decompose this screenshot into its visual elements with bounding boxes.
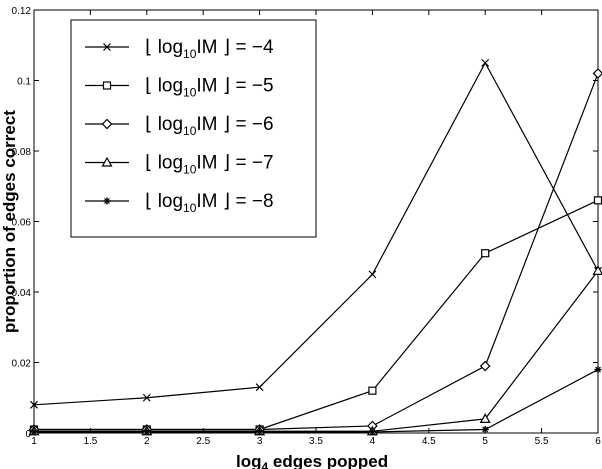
legend-entry-post: IM ⌋ = −5 xyxy=(196,76,273,97)
y-tick-label: 0 xyxy=(25,429,31,440)
series-3-point xyxy=(479,360,491,372)
legend-entry-sub: 10 xyxy=(183,47,197,61)
legend-entry-post: IM ⌋ = −8 xyxy=(196,191,273,212)
y-tick-label: 0.02 xyxy=(12,359,32,370)
legend-marker-5 xyxy=(103,197,111,205)
x-tick-label: 1 xyxy=(31,436,37,447)
series-1-point xyxy=(481,58,490,67)
x-axis-label-sub: 4 xyxy=(262,460,269,469)
series-line-1 xyxy=(33,61,599,406)
legend-marker-1 xyxy=(103,43,111,51)
x-tick-label: 2 xyxy=(144,436,150,447)
x-tick-label: 4 xyxy=(370,436,376,447)
legend: ⌊ log10IM ⌋ = −4⌊ log10IM ⌋ = −5⌊ log10I… xyxy=(70,19,317,238)
legend-entry-sub: 10 xyxy=(183,201,197,215)
legend-entry-3: ⌊ log10IM ⌋ = −6 xyxy=(145,114,274,138)
series-5-point xyxy=(143,428,151,436)
legend-entry-sub: 10 xyxy=(183,124,197,138)
legend-entry-5: ⌊ log10IM ⌋ = −8 xyxy=(145,191,274,215)
x-tick-label: 3 xyxy=(257,436,263,447)
legend-entry-post: IM ⌋ = −7 xyxy=(196,153,273,174)
series-1-point xyxy=(368,270,377,279)
legend-marker-2 xyxy=(102,81,112,90)
series-2-point xyxy=(593,196,602,205)
series-5-point xyxy=(368,428,376,436)
series-2-point xyxy=(481,249,490,258)
x-axis-label: log4 edges popped xyxy=(236,452,388,469)
series-1-point xyxy=(30,400,38,409)
series-4-point xyxy=(592,265,602,275)
x-tick-label: 4.5 xyxy=(422,436,436,447)
series-line-5 xyxy=(34,369,599,433)
legend-entry-post: IM ⌋ = −6 xyxy=(196,114,273,135)
legend-entry-pre: ⌊ log xyxy=(145,191,183,212)
legend-marker-4 xyxy=(101,156,113,167)
x-tick-label: 2.5 xyxy=(196,436,210,447)
y-tick-label: 0.04 xyxy=(12,288,32,299)
series-1-point xyxy=(255,383,264,392)
x-tick-label: 5 xyxy=(482,436,488,447)
series-line-3 xyxy=(34,73,599,431)
series-5-point xyxy=(30,428,38,436)
legend-entry-sub: 10 xyxy=(183,86,197,100)
legend-entry-pre: ⌊ log xyxy=(145,37,183,58)
x-tick-label: 3.5 xyxy=(309,436,323,447)
x-axis-label-rest: edges popped xyxy=(268,452,388,469)
series-layer xyxy=(28,58,602,436)
series-4-point xyxy=(479,413,491,423)
y-tick-label: 0.1 xyxy=(17,77,31,88)
x-tick-label: 1.5 xyxy=(83,436,97,447)
series-line-4 xyxy=(34,270,599,432)
y-tick-label: 0.12 xyxy=(12,6,32,17)
legend-entry-pre: ⌊ log xyxy=(145,76,183,97)
series-2-point xyxy=(368,386,377,395)
x-axis-label-main: log xyxy=(236,452,262,469)
series-5-point xyxy=(594,366,602,374)
legend-entry-post: IM ⌋ = −4 xyxy=(196,37,274,58)
series-5-point xyxy=(256,428,264,436)
legend-entry-pre: ⌊ log xyxy=(145,114,183,135)
legend-entry-1: ⌊ log10IM ⌋ = −4 xyxy=(145,37,274,61)
legend-marker-3 xyxy=(101,118,113,130)
x-tick-label: 6 xyxy=(595,436,601,447)
series-1-point xyxy=(142,393,151,402)
series-5-point xyxy=(481,425,489,433)
legend-entry-sub: 10 xyxy=(183,163,197,177)
axis-ticks: 1 1.5 2 2.5 3 3.5 4 4.5 5 5.5 6 0 0.02 0.04 0.06 0.08 0.… xyxy=(12,6,602,447)
series-3-point xyxy=(592,68,602,79)
y-tick-label: 0.08 xyxy=(12,147,32,158)
x-tick-label: 5.5 xyxy=(535,436,549,447)
legend-entry-2: ⌊ log10IM ⌋ = −5 xyxy=(145,76,274,100)
y-tick-label: 0.06 xyxy=(12,218,32,229)
y-axis-label: proportion of edges correct xyxy=(0,110,19,333)
legend-entry-4: ⌊ log10IM ⌋ = −7 xyxy=(145,153,274,177)
legend-entry-pre: ⌊ log xyxy=(145,153,183,174)
